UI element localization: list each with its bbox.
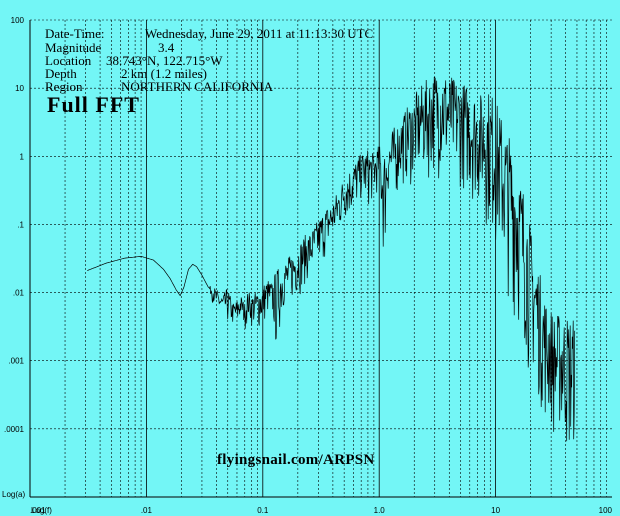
region-label: Region: [45, 79, 83, 94]
y-tick-label: 100: [11, 16, 25, 25]
location-value: 38.743°N, 122.715°W: [106, 53, 223, 68]
fft-trace: [87, 76, 576, 442]
y-tick-label: .001: [8, 357, 24, 366]
y-tick-label: 1: [20, 152, 25, 161]
x-tick-label: 10: [491, 506, 500, 515]
datetime-value: Wednesday, June 29, 2011 at 11:13:30 UTC: [145, 26, 374, 41]
x-tick-label: .01: [141, 506, 153, 515]
x-tick-label: 1.0: [374, 506, 386, 515]
y-tick-label: .01: [13, 289, 25, 298]
credit-text: flyingsnail.com/ARPSN: [217, 452, 375, 468]
location-label: Location: [45, 53, 92, 68]
depth-value: 2 km (1.2 miles): [121, 66, 207, 81]
series-line: [87, 76, 576, 442]
x-tick-label: 100: [599, 506, 613, 515]
magnitude-label: Magnitude: [45, 40, 102, 55]
datetime-label: Date-Time:: [45, 26, 105, 41]
y-tick-label: 10: [15, 84, 24, 93]
x-tick-label: 0.1: [257, 506, 269, 515]
axes-frame: [29, 20, 612, 498]
tick-labels: .001 .01 0.1 1.0 10 100 100 10 1 .1 .01 .001 .0001: [4, 16, 613, 515]
x-axis-label: Log(f): [31, 506, 52, 515]
chart-title: Full FFT: [47, 92, 140, 117]
y-axis-label: Log(a): [2, 490, 25, 499]
region-value: NORTHERN CALIFORNIA: [121, 79, 273, 94]
depth-label: Depth: [45, 66, 77, 81]
y-tick-label: .1: [17, 220, 24, 229]
grid: [29, 19, 612, 498]
x-tick-label: .001: [30, 506, 46, 515]
y-tick-label: .0001: [4, 425, 25, 434]
magnitude-value: 3.4: [158, 40, 175, 55]
